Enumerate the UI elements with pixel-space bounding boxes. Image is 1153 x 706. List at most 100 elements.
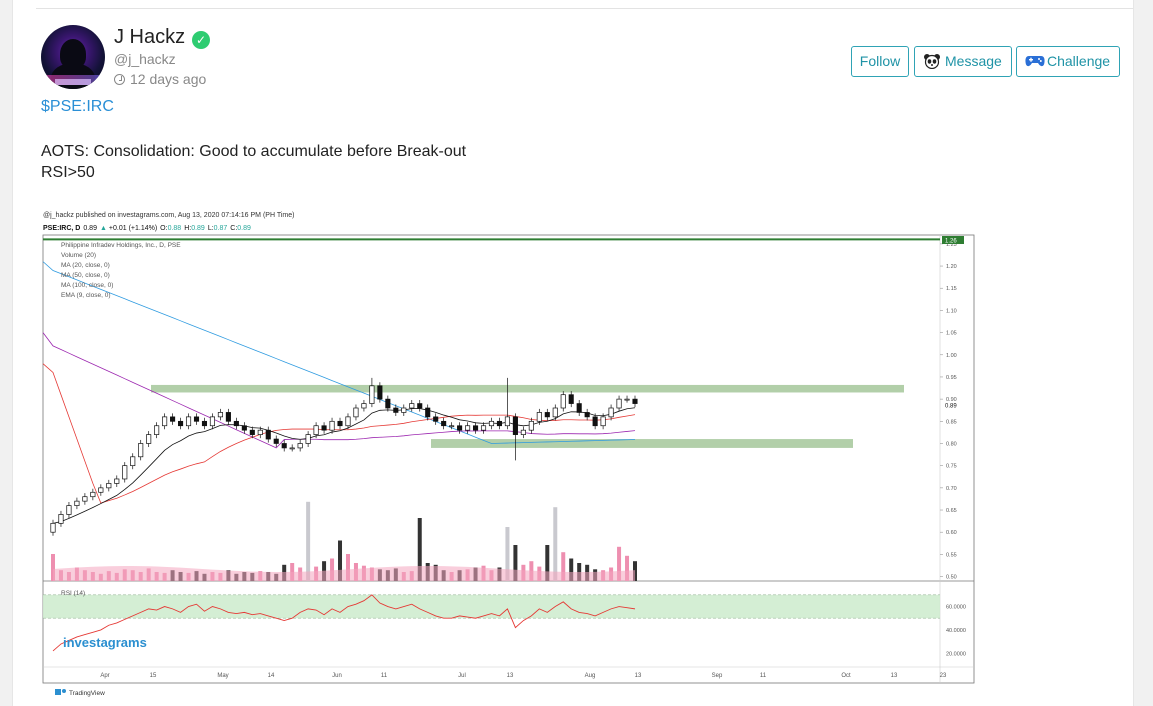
investagrams-watermark: investagrams (63, 635, 147, 650)
candle-body (576, 403, 582, 413)
candle-body (536, 412, 542, 422)
post-text-line-1: AOTS: Consolidation: Good to accumulate … (41, 143, 467, 160)
candle-body (281, 443, 287, 449)
chart-image[interactable]: @j_hackz published on investagrams.com, … (41, 205, 976, 700)
svg-text:TradingView: TradingView (69, 690, 105, 697)
candle-body (321, 425, 327, 431)
candle-body (209, 416, 216, 427)
volume-bar (417, 518, 422, 581)
candle-body (313, 425, 319, 435)
volume-bar (338, 540, 343, 581)
challenge-label: Challenge (1047, 53, 1111, 69)
message-label: Message (945, 53, 1002, 69)
candle-body (249, 429, 255, 435)
candle-body (58, 514, 64, 524)
volume-bar (345, 554, 350, 581)
volume-bar (330, 558, 335, 581)
volume-bar (617, 546, 622, 581)
candle-body (488, 420, 495, 427)
username[interactable]: J Hackz (114, 26, 186, 48)
price-tick-label: 1.00 (946, 353, 957, 359)
candle-body (568, 394, 574, 404)
tradingview-logo: TradingView (55, 689, 105, 697)
ema9-line (52, 407, 636, 524)
candle-body (472, 425, 479, 431)
candle-body (377, 385, 383, 400)
candle-body (305, 434, 311, 444)
ticker-link[interactable]: $PSE:IRC (41, 98, 114, 115)
tradingview-chart: @j_hackz published on investagrams.com, … (42, 212, 975, 697)
candle-body (496, 420, 503, 427)
time-tick-label: 14 (268, 673, 275, 679)
ohlc-readout: PSE:IRC, D 0.89 ▲ +0.01 (+1.14%) O:0.88 H:0.8… (43, 225, 251, 232)
candle-body (441, 420, 447, 427)
rsi-tick-label: 20.0000 (946, 651, 966, 657)
post-text-line-2: RSI>50 (41, 164, 95, 181)
candle-body (353, 407, 359, 418)
follow-button[interactable]: Follow (851, 46, 909, 77)
candle-body (170, 416, 176, 422)
candle-body (50, 522, 56, 533)
candle-body (425, 407, 431, 418)
price-label-current: 0.89 (942, 401, 964, 410)
candle-body (369, 385, 375, 404)
time-tick-label: May (217, 673, 228, 679)
message-button[interactable]: Message (914, 46, 1012, 77)
candle-body (329, 420, 335, 431)
volume-bar (513, 545, 518, 581)
price-tick-label: 0.70 (946, 486, 957, 492)
indicator-legend-item: MA (100, close, 0) (61, 282, 113, 289)
candle-body (273, 438, 279, 444)
user-handle[interactable]: @j_hackz (114, 51, 176, 67)
price-label-top: 1.26 (942, 236, 964, 245)
gamepad-icon (1025, 50, 1045, 67)
candle-body (504, 416, 510, 427)
volume-bar (625, 555, 630, 581)
indicator-legend-item: MA (50, close, 0) (61, 272, 110, 279)
post-timestamp: 12 days ago (114, 71, 206, 87)
ma100-line (42, 261, 636, 444)
candle-body (233, 420, 239, 427)
volume-bar (306, 501, 311, 581)
rsi-tick-label: 40.0000 (946, 628, 966, 634)
time-tick-label: 13 (891, 673, 898, 679)
volume-bar (505, 527, 510, 581)
time-tick-label: Aug (585, 673, 596, 679)
candle-body (385, 398, 391, 409)
candle-body (401, 407, 407, 413)
supply-zone (151, 384, 904, 393)
candle-body (241, 425, 247, 431)
candle-body (185, 416, 192, 427)
avatar[interactable] (41, 25, 105, 89)
price-tick-label: 1.25 (946, 242, 957, 248)
candle-body (361, 403, 367, 409)
volume-ma-area (53, 566, 635, 581)
published-line: @j_hackz published on investagrams.com, … (43, 212, 294, 219)
candle-body (265, 429, 271, 440)
svg-text:0.89: 0.89 (945, 404, 957, 410)
candle-body (337, 420, 343, 427)
candle-body (608, 407, 614, 418)
price-tick-label: 0.85 (946, 419, 957, 425)
price-tick-label: 1.10 (946, 308, 957, 314)
price-tick-label: 1.05 (946, 331, 957, 337)
rsi-label: RSI (14) (61, 590, 85, 597)
panda-icon (923, 50, 941, 70)
candle-body (106, 483, 112, 489)
time-tick-label: Sep (712, 673, 723, 679)
rsi-band (43, 594, 940, 619)
demand-zone (431, 439, 853, 448)
indicator-legend-item: MA (20, close, 0) (61, 262, 110, 269)
time-tick-label: Jul (458, 673, 466, 679)
candle-body (66, 505, 72, 515)
time-tick-label: 13 (507, 673, 514, 679)
candle-body (201, 420, 208, 427)
candle-body (345, 416, 351, 427)
indicator-legend-item: EMA (9, close, 0) (61, 292, 111, 299)
time-tick-label: Oct (841, 673, 851, 679)
challenge-button[interactable]: Challenge (1016, 46, 1120, 77)
candle-body (225, 412, 231, 422)
candle-body (154, 425, 160, 435)
candle-body (114, 478, 120, 484)
candle-body (138, 443, 144, 458)
